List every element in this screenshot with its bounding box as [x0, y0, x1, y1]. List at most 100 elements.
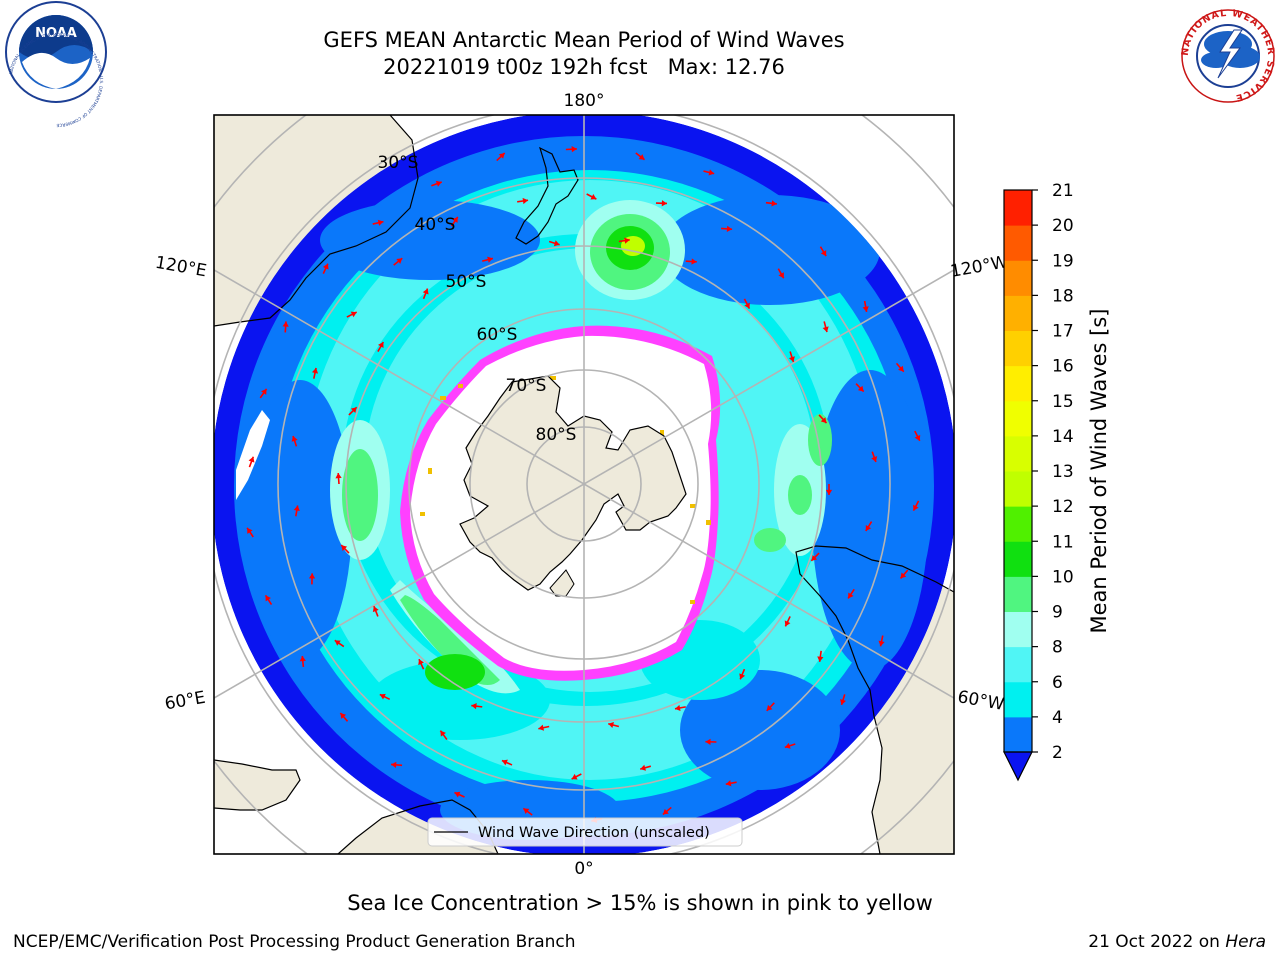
wind-wave-arrowhead [571, 773, 578, 780]
wind-wave-arrowhead [377, 219, 384, 226]
wind-wave-arrowhead [498, 152, 505, 159]
map-frame [213, 114, 955, 855]
colorbar-tick-label: 14 [1052, 427, 1074, 447]
colorbar-tick-label: 13 [1052, 462, 1074, 482]
colorbar-tick-label: 19 [1052, 251, 1074, 271]
colorbar-band [1004, 400, 1032, 437]
wind-wave-arrowhead [822, 326, 829, 333]
legend-label: Wind Wave Direction (unscaled) [478, 825, 710, 841]
colorbar-band [1004, 506, 1032, 542]
wind-wave-arrowhead [454, 791, 461, 798]
wind-wave-arrowhead [435, 180, 442, 187]
colorbar-under-extension [1004, 752, 1032, 780]
map-panel: 180° 120°E 120°W 60°E 60°W 0° 30°S 40°S … [154, 91, 1010, 879]
lat-label-80s: 80°S [536, 425, 577, 445]
colorbar-band [1004, 681, 1032, 718]
wind-wave-arrowhead [865, 524, 872, 531]
colorbar-band [1004, 330, 1032, 367]
wind-wave-arrowhead [248, 456, 255, 463]
wind-wave-arrowhead [291, 435, 298, 442]
lat-label-70s: 70°S [506, 376, 547, 396]
wind-wave-arrowhead [900, 572, 907, 579]
map-legend: Wind Wave Direction (unscaled) [427, 817, 743, 847]
wind-wave-arrowhead [391, 761, 397, 768]
wind-wave-arrowhead [878, 640, 885, 647]
wind-wave-arrowhead [341, 545, 348, 551]
wind-wave-arrowhead [820, 417, 827, 424]
colorbar-band [1004, 471, 1032, 507]
wind-wave-arrowhead [661, 200, 667, 207]
colorbar-tick-label: 10 [1052, 567, 1074, 587]
lon-label-120w: 120°W [949, 252, 1010, 282]
nws-logo: NATIONAL WEATHER SERVICE [1180, 8, 1275, 103]
graticule [214, 115, 954, 854]
colorbar-band [1004, 576, 1032, 612]
footer-credit: NCEP/EMC/Verification Post Processing Pr… [13, 932, 576, 952]
colorbar-tick-label: 6 [1052, 673, 1063, 693]
colorbar-tick-label: 18 [1052, 286, 1074, 306]
wind-wave-arrowhead [784, 620, 791, 627]
wind-wave-arrowhead [766, 704, 773, 711]
colorbar-band [1004, 646, 1032, 683]
lat-label-50s: 50°S [446, 272, 487, 292]
wind-wave-arrowhead [335, 473, 342, 479]
colorbar-tick-label: 2 [1052, 743, 1063, 763]
wind-wave-arrowhead [350, 311, 357, 318]
noaa-logo-wordmark: NOAA [35, 26, 77, 41]
colorbar-tick-label: 9 [1052, 603, 1063, 623]
wind-wave-arrowhead [914, 434, 921, 441]
wind-wave-arrowhead [247, 527, 253, 534]
lon-label-60e: 60°E [163, 688, 207, 715]
wind-wave-arrowhead [825, 489, 833, 495]
wind-wave-arrowhead [744, 302, 750, 309]
lon-label-0: 0° [574, 859, 593, 879]
sea-ice-caption: Sea Ice Concentration > 15% is shown in … [347, 891, 933, 915]
colorbar-tick-label: 16 [1052, 357, 1074, 377]
wind-wave-arrowhead [778, 272, 784, 279]
footer-date: 21 Oct 2022 on Hera [1088, 932, 1266, 952]
colorbar-band [1004, 190, 1032, 226]
wind-wave-arrowhead [674, 704, 681, 712]
wind-wave-arrowhead [299, 656, 306, 662]
wind-wave-arrowhead [662, 808, 669, 815]
footer-date-text: 21 Oct 2022 on [1088, 932, 1220, 952]
lon-label-120e: 120°E [154, 253, 208, 282]
wind-wave-arrowhead [452, 216, 458, 223]
wind-wave-arrowhead [817, 656, 824, 662]
wind-wave-arrowhead [293, 505, 300, 512]
wind-wave-arrowhead [471, 703, 477, 710]
wind-wave-arrowhead [788, 356, 795, 363]
wind-wave-arrowhead [848, 592, 854, 599]
wind-wave-arrowhead [725, 780, 732, 787]
wind-wave-arrowhead [311, 367, 319, 374]
wind-wave-arrowhead [487, 256, 493, 263]
wind-wave-arrowhead [422, 288, 429, 295]
wind-wave-arrowhead [871, 456, 878, 463]
colorbar-tick-label: 11 [1052, 532, 1074, 552]
colorbar-band [1004, 225, 1032, 261]
lat-label-40s: 40°S [415, 215, 456, 235]
lat-label-60s: 60°S [477, 325, 518, 345]
wind-wave-arrowhead [840, 699, 847, 705]
wind-wave-arrowhead [378, 341, 384, 348]
wind-wave-arrowhead [638, 154, 645, 160]
wind-wave-arrowhead [340, 712, 347, 719]
chart-subtitle: 20221019 t00z 192h fcst Max: 12.76 [383, 55, 785, 79]
colorbar-tick-label: 15 [1052, 392, 1074, 412]
wind-wave-arrowhead [739, 673, 746, 680]
wind-wave-arrowhead [811, 554, 818, 561]
colorbar: 2 4 6 8 9 10 11 12 13 14 15 16 17 18 19 20 21 Mean Perio… [1003, 181, 1111, 782]
lat-label-30s: 30°S [378, 153, 419, 173]
wind-wave-arrowhead [784, 742, 791, 749]
wind-wave-arrows [246, 146, 921, 823]
wind-wave-arrowhead [820, 250, 827, 257]
wind-wave-arrowhead [771, 200, 777, 207]
lon-label-60w: 60°W [956, 687, 1006, 715]
colorbar-band [1004, 611, 1032, 648]
wind-wave-arrowhead [282, 321, 289, 327]
wind-wave-arrowhead [590, 193, 597, 200]
wind-wave-arrowhead [440, 730, 446, 737]
wind-wave-arrowhead [322, 263, 329, 270]
colorbar-tick-label: 21 [1052, 181, 1074, 201]
colorbar-tick-label: 12 [1052, 497, 1074, 517]
